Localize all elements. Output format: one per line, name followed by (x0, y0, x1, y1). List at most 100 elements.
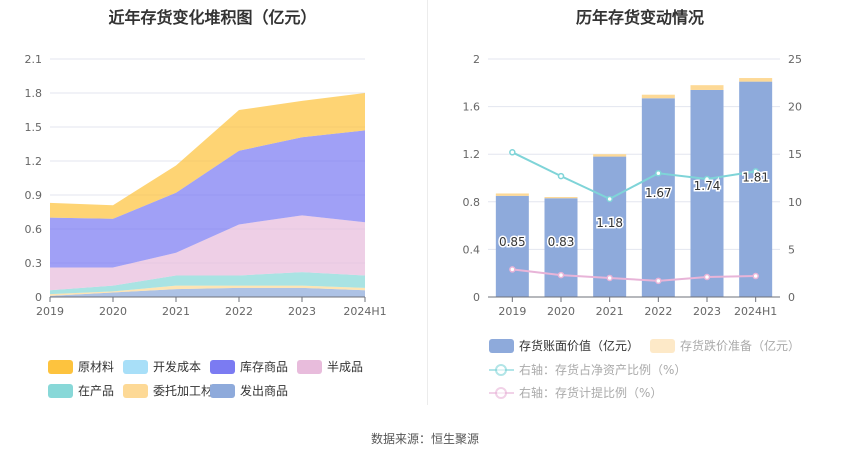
y-right-tick-label: 25 (788, 53, 802, 66)
legend-label: 在产品 (78, 384, 115, 398)
legend-item[interactable]: 半成品 (297, 358, 363, 375)
legend-swatch (489, 363, 514, 377)
legend-swatch (650, 338, 675, 353)
legend-item[interactable]: 存货账面价值（亿元） (489, 337, 639, 354)
y-left-tick-label: 0.4 (463, 243, 481, 256)
line-point (557, 172, 565, 180)
bar-book-value (690, 89, 724, 297)
legend-label: 原材料 (78, 360, 115, 374)
stacked-area-chart: 0 0.3 0.6 0.9 1.2 1.5 1.8 2.1 2019 2020 2021 2022 20… (25, 53, 387, 318)
x-tick-label: 2023 (288, 305, 316, 318)
line-point (557, 271, 565, 279)
area-在产品 (50, 272, 365, 295)
y-tick-label: 1.5 (25, 121, 43, 134)
legend-label: 委托加工材料 (153, 384, 226, 398)
y-right-tick-label: 5 (788, 243, 795, 256)
y-left-tick-label: 1.6 (463, 101, 481, 114)
legend-swatch (48, 359, 73, 374)
line-series (512, 268, 756, 282)
x-tick-label: 2024H1 (343, 305, 386, 318)
x-tick-label: 2022 (644, 305, 672, 318)
bar-provision (593, 154, 627, 157)
bar-book-value (544, 198, 578, 297)
x-tick-label: 2019 (498, 305, 526, 318)
x-tick-label: 2021 (596, 305, 624, 318)
legend-item[interactable]: 右轴：存货占净资产比例（%） (489, 361, 686, 378)
line-point (752, 168, 759, 175)
bar-provision (690, 85, 724, 90)
legend-item[interactable]: 发出商品 (210, 382, 288, 399)
data-source-footer: 数据来源：恒生聚源 (370, 432, 479, 446)
y-left-tick-label: 1.2 (463, 148, 481, 161)
legend-swatch (123, 383, 148, 398)
bar-provision (544, 197, 578, 199)
legend-item[interactable]: 开发成本 (123, 358, 201, 375)
line-series (511, 151, 756, 201)
legend-label: 右轴：存货占净资产比例（%） (519, 363, 687, 377)
left-chart-title: 近年存货变化堆积图（亿元） (108, 8, 317, 27)
y-tick-label: 1.8 (25, 87, 43, 100)
legend-item[interactable]: 右轴：存货计提比例（%） (489, 384, 662, 401)
y-tick-label: 0 (35, 291, 42, 304)
y-right-tick-label: 20 (788, 101, 802, 114)
legend-swatch (489, 386, 514, 400)
legend-item[interactable]: 原材料 (48, 358, 114, 375)
y-tick-label: 0.3 (25, 257, 43, 270)
legend-label: 存货账面价值（亿元） (519, 339, 640, 353)
x-tick-label: 2022 (225, 305, 253, 318)
legend-swatch (48, 383, 73, 398)
legend-item[interactable]: 委托加工材料 (123, 382, 225, 399)
bar-book-value (593, 156, 627, 297)
legend-item[interactable]: 库存商品 (210, 358, 288, 375)
y-right-tick-label: 10 (788, 196, 802, 209)
legend-label: 发出商品 (240, 384, 289, 398)
right-chart-title: 历年存货变动情况 (575, 8, 704, 27)
bar-book-value (739, 81, 773, 297)
legend-label: 库存商品 (240, 360, 289, 374)
line-point (655, 277, 662, 285)
bar-provision (495, 193, 529, 196)
line-point (752, 272, 759, 280)
area-半成品 (50, 215, 365, 291)
bar-provision (739, 78, 773, 82)
area-发出商品 (50, 287, 365, 297)
y-left-tick-label: 0 (473, 291, 480, 304)
y-left-tick-label: 2 (473, 53, 480, 66)
line-point (606, 274, 613, 282)
x-tick-label: 2021 (162, 305, 190, 318)
legend-label: 半成品 (327, 360, 364, 374)
legend-item[interactable]: 存货跌价准备（亿元） (650, 337, 800, 354)
legend-swatch (123, 359, 148, 374)
bar-provision (641, 94, 675, 99)
y-tick-label: 1.2 (25, 155, 43, 168)
line-point (509, 149, 516, 156)
legend-swatch (297, 359, 322, 374)
y-right-tick-label: 15 (788, 148, 802, 161)
bar-value-label: 1.18 (596, 216, 623, 230)
legend-swatch (210, 359, 235, 374)
bar-book-value (641, 98, 675, 298)
bar-value-label: 1.81 (742, 171, 769, 185)
x-tick-label: 2019 (36, 305, 64, 318)
legend-item[interactable]: 在产品 (48, 382, 114, 399)
bar-value-label: 1.67 (645, 186, 672, 200)
x-tick-label: 2020 (99, 305, 127, 318)
x-tick-label: 2024H1 (734, 305, 777, 318)
legend-swatch (489, 338, 514, 353)
line-point (703, 273, 711, 281)
legend-label: 存货跌价准备（亿元） (680, 339, 801, 353)
bar-book-value (495, 195, 529, 297)
bar-value-label: 1.74 (694, 179, 721, 193)
legend-swatch (210, 383, 235, 398)
y-left-tick-label: 0.8 (463, 196, 481, 209)
line-point (703, 175, 711, 183)
line-point (509, 266, 516, 273)
line-point (606, 195, 613, 203)
chart-divider (427, 0, 428, 405)
area-原材料 (50, 93, 365, 219)
area-委托加工材料 (50, 285, 365, 296)
legend-label: 开发成本 (153, 360, 202, 374)
y-tick-label: 2.1 (25, 53, 43, 66)
area-库存商品 (50, 130, 365, 268)
